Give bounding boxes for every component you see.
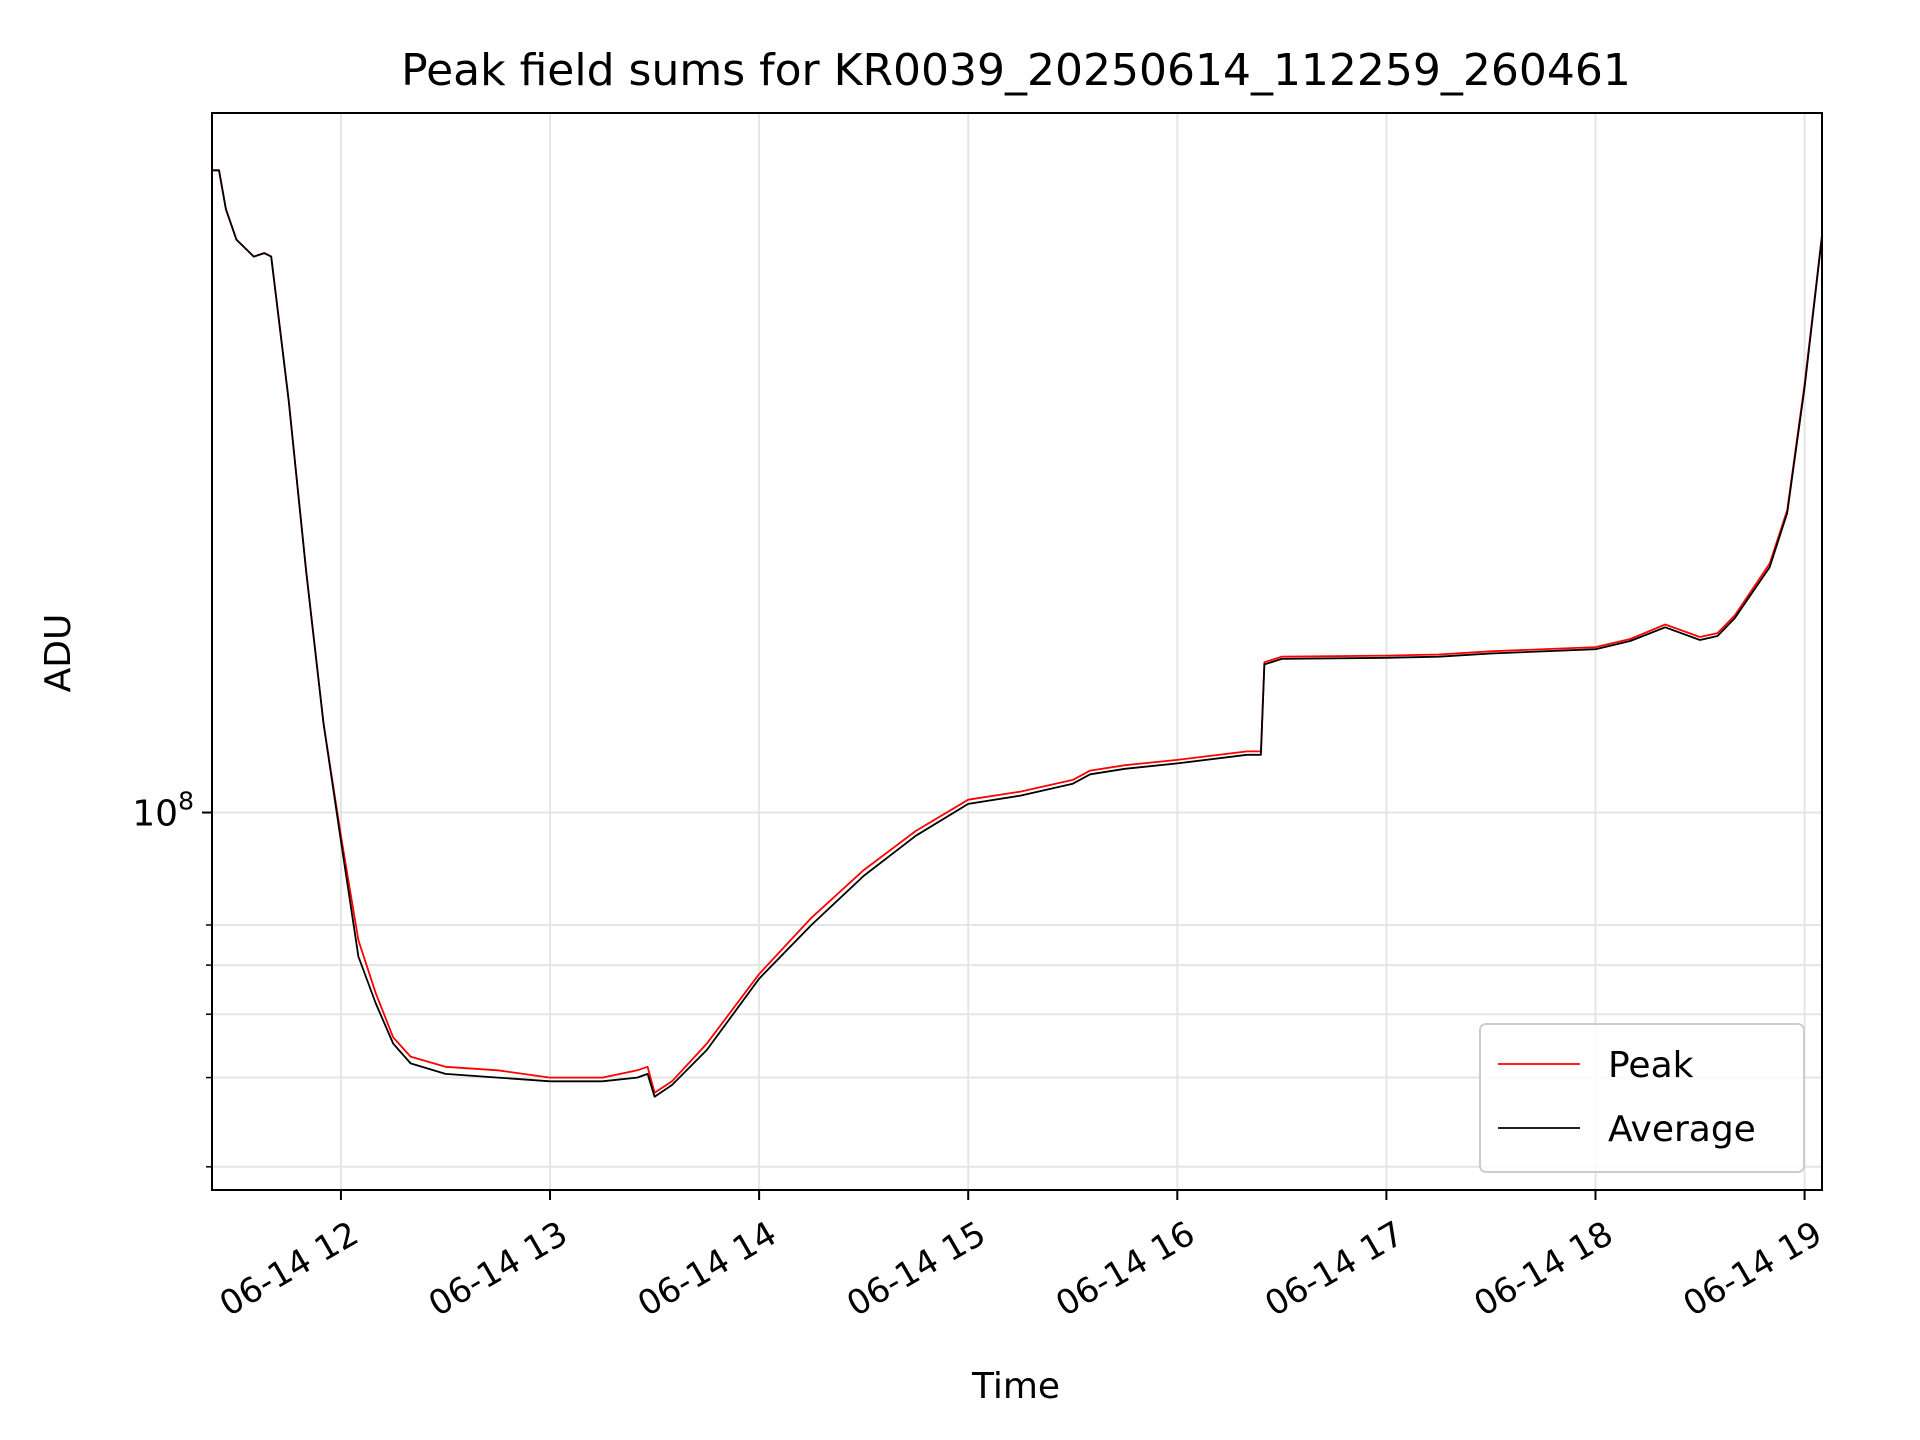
legend: Peak Average [1479, 1023, 1805, 1173]
chart-title: Peak field sums for KR0039_20250614_1122… [401, 45, 1631, 96]
plot-frame [211, 112, 1823, 1191]
x-axis-label: Time [971, 1366, 1060, 1407]
series-line-average [212, 169, 1823, 1098]
y-axis-label: ADU [38, 614, 79, 693]
legend-box [1479, 1023, 1805, 1173]
plot-series [212, 169, 1823, 1098]
legend-label: Average [1608, 1109, 1756, 1150]
legend-label: Peak [1608, 1045, 1694, 1086]
